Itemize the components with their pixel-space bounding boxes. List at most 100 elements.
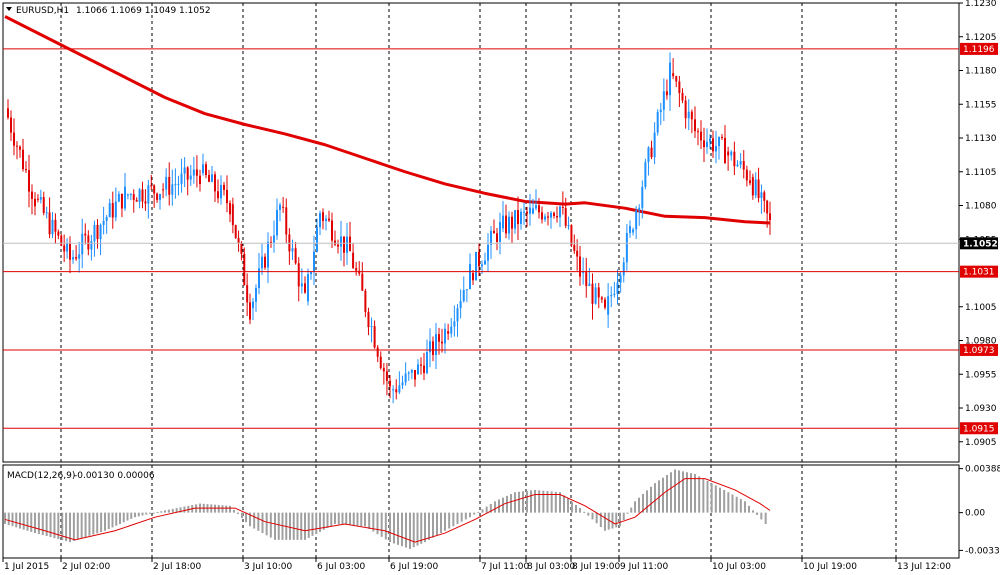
candle-body (662, 91, 665, 110)
chevron-down-icon[interactable] (6, 7, 12, 11)
candle-body (582, 272, 585, 274)
candle-body (484, 260, 486, 265)
candle-body (502, 215, 504, 229)
candle-body (199, 175, 201, 184)
candle-body (120, 193, 123, 209)
candle-body (733, 151, 736, 167)
candle-body (69, 243, 71, 260)
macd-bar (183, 506, 186, 513)
candle-body (322, 212, 324, 221)
candle-body (535, 205, 537, 209)
macd-bar (292, 512, 295, 540)
candle-body (124, 186, 126, 209)
macd-bar (167, 509, 170, 513)
candle-body (600, 297, 603, 300)
candle-body (687, 111, 690, 119)
time-tick-label: 6 Jul 03:00 (317, 562, 366, 572)
chart-header: EURUSD,H1 1.1066 1.1069 1.1049 1.1052 (6, 6, 211, 16)
candle-body (273, 235, 275, 243)
macd-bar (538, 490, 541, 513)
candle-body (414, 370, 416, 380)
candle-body (579, 256, 581, 277)
candle-body (291, 248, 294, 252)
macd-bar (337, 512, 340, 525)
candle-body (472, 273, 474, 281)
price-tick-label: 1.0955 (965, 370, 997, 380)
candle-body (367, 311, 370, 328)
macd-bar (26, 512, 29, 531)
candle-body (450, 326, 453, 334)
price-panel[interactable] (2, 2, 960, 463)
candle-body (99, 224, 102, 240)
candle-body (270, 241, 272, 243)
candle-body (573, 245, 576, 251)
macd-bar (300, 512, 303, 540)
candle-body (45, 212, 48, 214)
macd-bar (233, 509, 235, 513)
candle-body (745, 169, 748, 181)
macd-bar (69, 512, 71, 543)
macd-bar (360, 512, 363, 526)
candle-body (51, 219, 54, 235)
macd-bar (4, 512, 6, 524)
candle-body (147, 185, 150, 204)
candle-body (420, 364, 422, 366)
macd-bar (518, 491, 520, 513)
macd-bar (229, 505, 231, 513)
macd-bar (460, 512, 463, 522)
macd-bar (444, 512, 446, 531)
candle-body (349, 236, 351, 252)
candle-body (665, 91, 668, 96)
macd-tick-label: -0.00333 (965, 546, 1000, 556)
macd-axis: 0.00388 0.00 -0.00333 (959, 465, 1000, 556)
candle-body (392, 389, 395, 391)
macd-bar (88, 512, 91, 536)
macd-bar (630, 507, 633, 513)
candle-body (156, 193, 159, 200)
macd-bar (650, 486, 652, 513)
macd-bar (662, 477, 664, 513)
macd-bar (19, 512, 21, 529)
candle-body (706, 141, 708, 148)
macd-bar (448, 512, 451, 529)
candle-body (328, 218, 330, 221)
candle-body (389, 380, 391, 387)
macd-bar (436, 512, 438, 536)
candle-body (438, 334, 440, 342)
candle-body (96, 224, 99, 240)
candle-body (490, 230, 492, 245)
candle-body (625, 233, 628, 263)
macd-bar (530, 490, 532, 513)
macd-bar (37, 512, 40, 535)
macd-bar (546, 491, 549, 513)
macd-bar (550, 491, 553, 513)
level-label: 1.0915 (963, 424, 995, 434)
macd-bar (522, 491, 524, 513)
candle-body (757, 179, 760, 198)
macd-bar (563, 495, 565, 513)
candle-body (523, 211, 525, 213)
macd-bar (583, 511, 586, 513)
macd-bar (245, 512, 247, 523)
macd-bar (171, 508, 174, 513)
candle-body (520, 211, 522, 225)
macd-panel[interactable] (2, 464, 960, 559)
candle-body (385, 371, 388, 381)
macd-bar (241, 512, 243, 519)
candle-body (469, 264, 471, 290)
candle-body (229, 203, 231, 215)
candle-body (395, 389, 398, 393)
candle-body (189, 175, 192, 180)
level-label: 1.0973 (963, 346, 995, 356)
macd-bar (76, 512, 79, 540)
candle-body (165, 176, 168, 190)
macd-bar (534, 489, 536, 513)
candle-body (243, 253, 246, 286)
macd-bar (748, 505, 750, 513)
macd-bar (345, 512, 348, 525)
macd-bar (723, 489, 726, 513)
macd-bar (315, 512, 318, 534)
candle-body (669, 62, 671, 96)
macd-bar (694, 474, 696, 513)
